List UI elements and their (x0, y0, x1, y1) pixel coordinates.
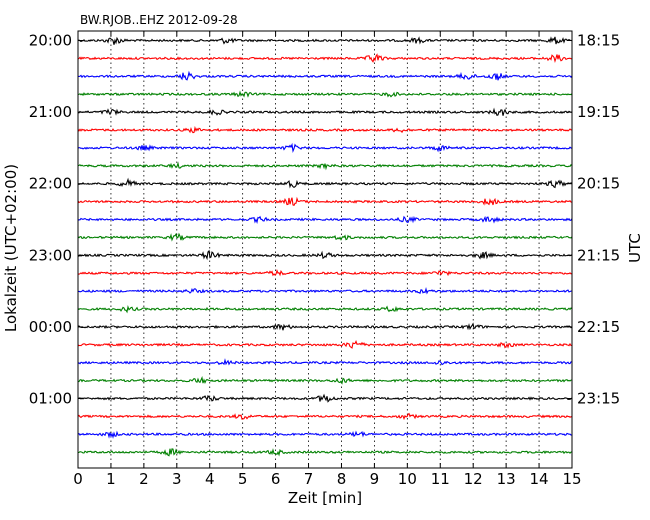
right-tick-label: 20:15 (577, 175, 620, 193)
left-tick-label: 23:00 (29, 246, 72, 264)
seismic-trace (77, 125, 573, 134)
x-tick-label: 1 (106, 470, 116, 488)
seismic-trace (77, 448, 573, 457)
x-tick-label: 8 (337, 470, 347, 488)
x-tick-label: 13 (497, 470, 516, 488)
x-tick-label: 5 (238, 470, 248, 488)
left-tick-label: 00:00 (29, 318, 72, 336)
seismic-trace (77, 161, 573, 171)
left-tick-label: 20:00 (29, 32, 72, 50)
right-tick-label: 19:15 (577, 103, 620, 121)
right-tick-label: 21:15 (577, 246, 620, 264)
x-tick-label: 2 (139, 470, 149, 488)
seismic-trace (77, 196, 573, 207)
y-axis-label-left: Lokalzeit (UTC+02:00) (2, 164, 20, 332)
x-tick-label: 9 (370, 470, 380, 488)
right-tick-label: 23:15 (577, 390, 620, 408)
x-tick-label: 7 (304, 470, 314, 488)
seismic-trace (77, 215, 573, 224)
left-tick-label: 22:00 (29, 175, 72, 193)
seismic-trace (77, 36, 573, 45)
right-axis-ticks: 18:15 19:15 20:15 21:15 22:15 23:15 (567, 32, 620, 408)
seismic-trace (77, 70, 573, 81)
seismic-trace (77, 430, 573, 439)
seismic-trace (77, 393, 573, 403)
x-tick-label: 0 (73, 470, 83, 488)
seismic-trace (77, 358, 573, 366)
x-axis-ticks: 0 1 2 3 4 5 6 7 8 9 10 11 12 13 14 15 (73, 31, 582, 488)
x-tick-label: 4 (205, 470, 215, 488)
seismic-trace (77, 53, 573, 64)
seismic-trace (77, 249, 573, 261)
seismic-trace (77, 268, 573, 277)
x-tick-label: 14 (530, 470, 549, 488)
seismic-trace (77, 412, 573, 421)
seismic-trace (77, 107, 573, 116)
x-axis-label: Zeit [min] (288, 489, 362, 507)
right-tick-label: 22:15 (577, 318, 620, 336)
x-tick-label: 10 (398, 470, 417, 488)
x-tick-label: 12 (464, 470, 483, 488)
seismic-trace (77, 304, 573, 314)
plot-frame (77, 30, 573, 469)
seismic-trace (77, 376, 573, 385)
grid-lines (110, 31, 540, 468)
right-tick-label: 18:15 (577, 32, 620, 50)
seismic-trace (77, 287, 573, 295)
x-tick-label: 3 (172, 470, 182, 488)
x-tick-label: 6 (271, 470, 281, 488)
chart-title: BW.RJOB..EHZ 2012-09-28 (80, 13, 238, 27)
left-tick-label: 01:00 (29, 390, 72, 408)
left-axis-ticks: 20:00 21:00 22:00 23:00 00:00 01:00 (29, 32, 83, 408)
left-tick-label: 21:00 (29, 103, 72, 121)
seismic-trace (77, 90, 573, 98)
seismic-trace (77, 340, 573, 349)
seismic-trace (77, 232, 573, 242)
seismic-trace (77, 322, 573, 331)
seismic-trace (77, 177, 573, 189)
seismic-trace (77, 142, 573, 153)
y-axis-label-right: UTC (626, 233, 644, 263)
x-tick-label: 11 (431, 470, 450, 488)
trace-group (77, 36, 573, 457)
x-tick-label: 15 (562, 470, 581, 488)
